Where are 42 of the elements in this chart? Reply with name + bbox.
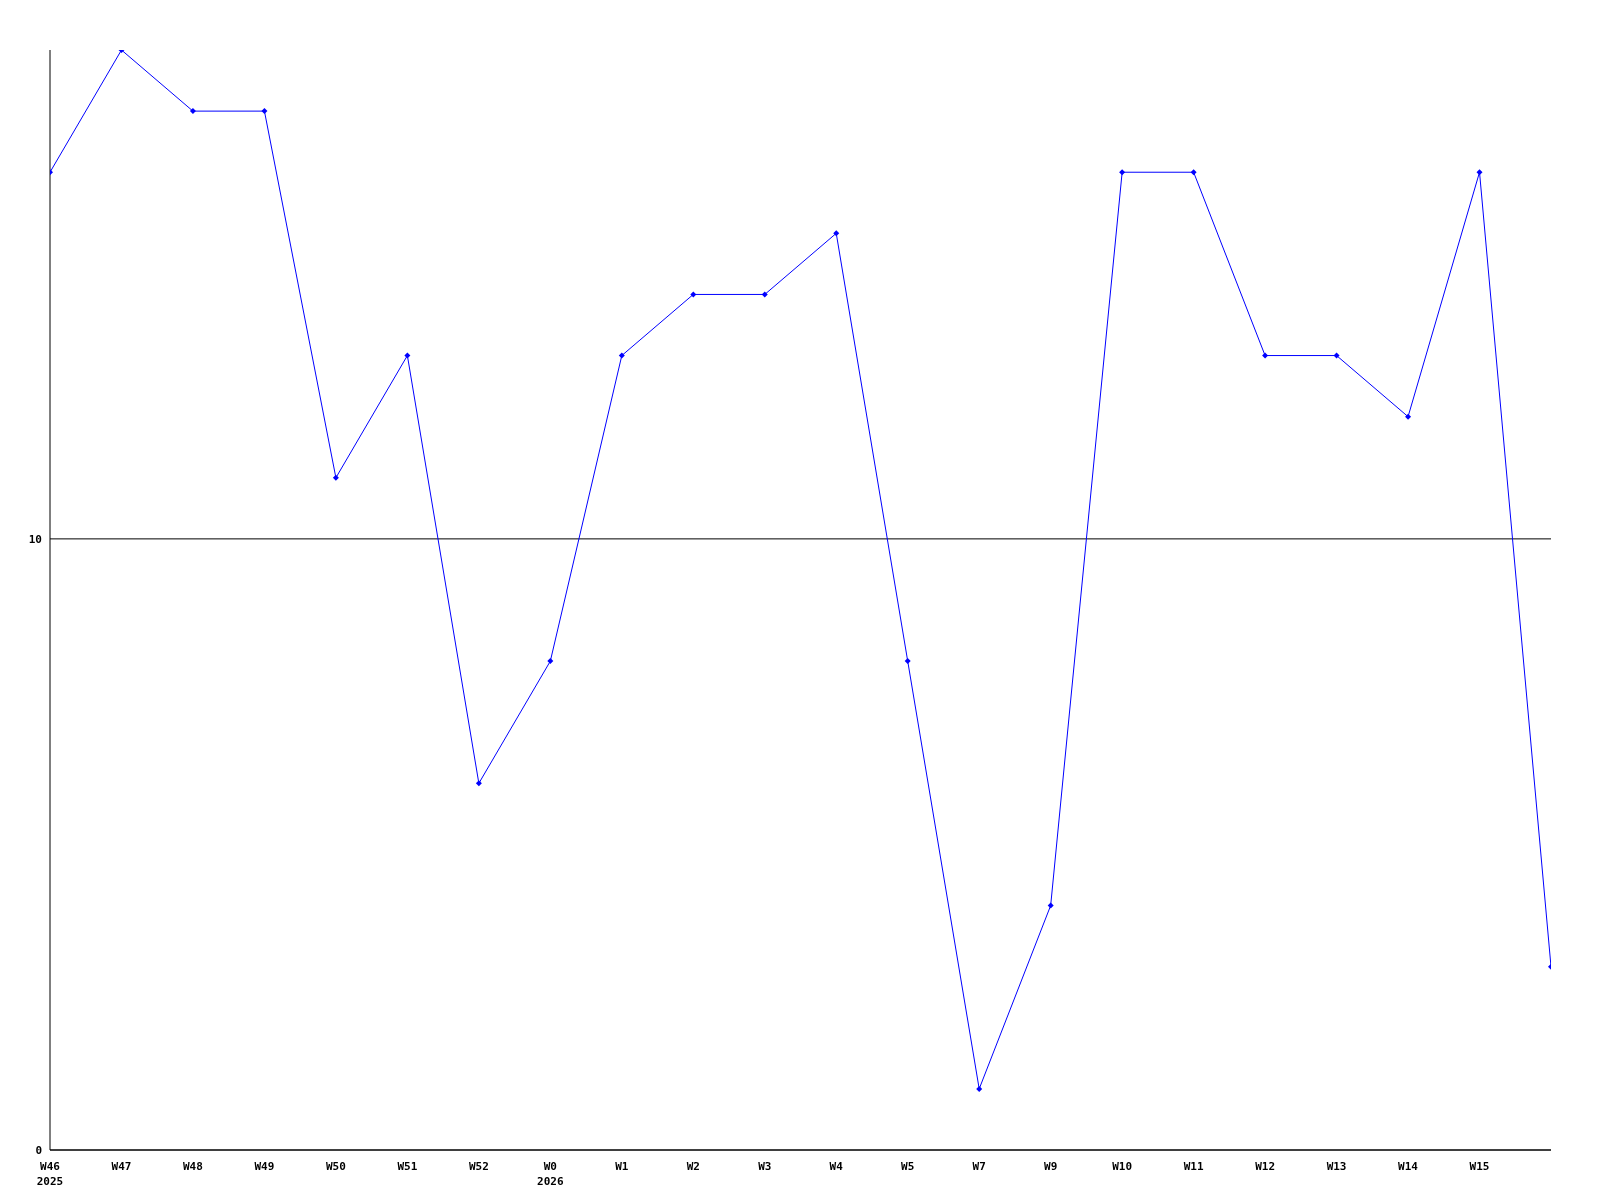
point bbox=[547, 658, 554, 665]
point bbox=[1333, 352, 1340, 359]
x-tick-label: W14 bbox=[1398, 1160, 1419, 1173]
x-tick-label: W46 2025 bbox=[36, 1160, 64, 1188]
x-tick-label: W49 bbox=[254, 1160, 275, 1173]
x-tick-label: W12 bbox=[1255, 1160, 1276, 1173]
y-tick-label: 0 bbox=[35, 1143, 42, 1157]
x-tick-label: W7 bbox=[972, 1160, 986, 1173]
point bbox=[904, 658, 911, 665]
point bbox=[332, 474, 339, 481]
x-tick-label: W11 bbox=[1183, 1160, 1204, 1173]
point bbox=[1262, 352, 1269, 359]
x-tick-label: W52 bbox=[468, 1160, 489, 1173]
point bbox=[404, 352, 411, 359]
x-tick-label: W10 bbox=[1112, 1160, 1133, 1173]
x-tick-label: W4 bbox=[829, 1160, 844, 1173]
point bbox=[1190, 169, 1197, 176]
x-tick-label: W15 bbox=[1469, 1160, 1490, 1173]
point bbox=[1405, 413, 1412, 420]
x-tick-label: W47 bbox=[111, 1160, 132, 1173]
point bbox=[1476, 169, 1483, 176]
point bbox=[1119, 169, 1126, 176]
point bbox=[833, 230, 840, 237]
x-tick-label: W13 bbox=[1326, 1160, 1347, 1173]
x-tick-label: W5 bbox=[901, 1160, 915, 1173]
point bbox=[976, 1085, 983, 1092]
x-tick-label: W1 bbox=[615, 1160, 629, 1173]
x-tick-label: W3 bbox=[758, 1160, 772, 1173]
point bbox=[690, 291, 697, 298]
x-tick-label: W2 bbox=[686, 1160, 700, 1173]
point bbox=[189, 108, 196, 115]
point bbox=[1047, 902, 1054, 909]
x-tick-label: W0 2026 bbox=[537, 1160, 564, 1188]
point bbox=[618, 352, 625, 359]
point bbox=[261, 108, 268, 115]
x-tick-label: W50 bbox=[325, 1160, 346, 1173]
x-tick-label: W9 bbox=[1044, 1160, 1058, 1173]
x-tick-label: W48 bbox=[183, 1160, 203, 1173]
x-tick-label: W51 bbox=[397, 1160, 418, 1173]
y-tick-label: 10 bbox=[28, 532, 42, 546]
point bbox=[475, 780, 482, 787]
point bbox=[761, 291, 768, 298]
